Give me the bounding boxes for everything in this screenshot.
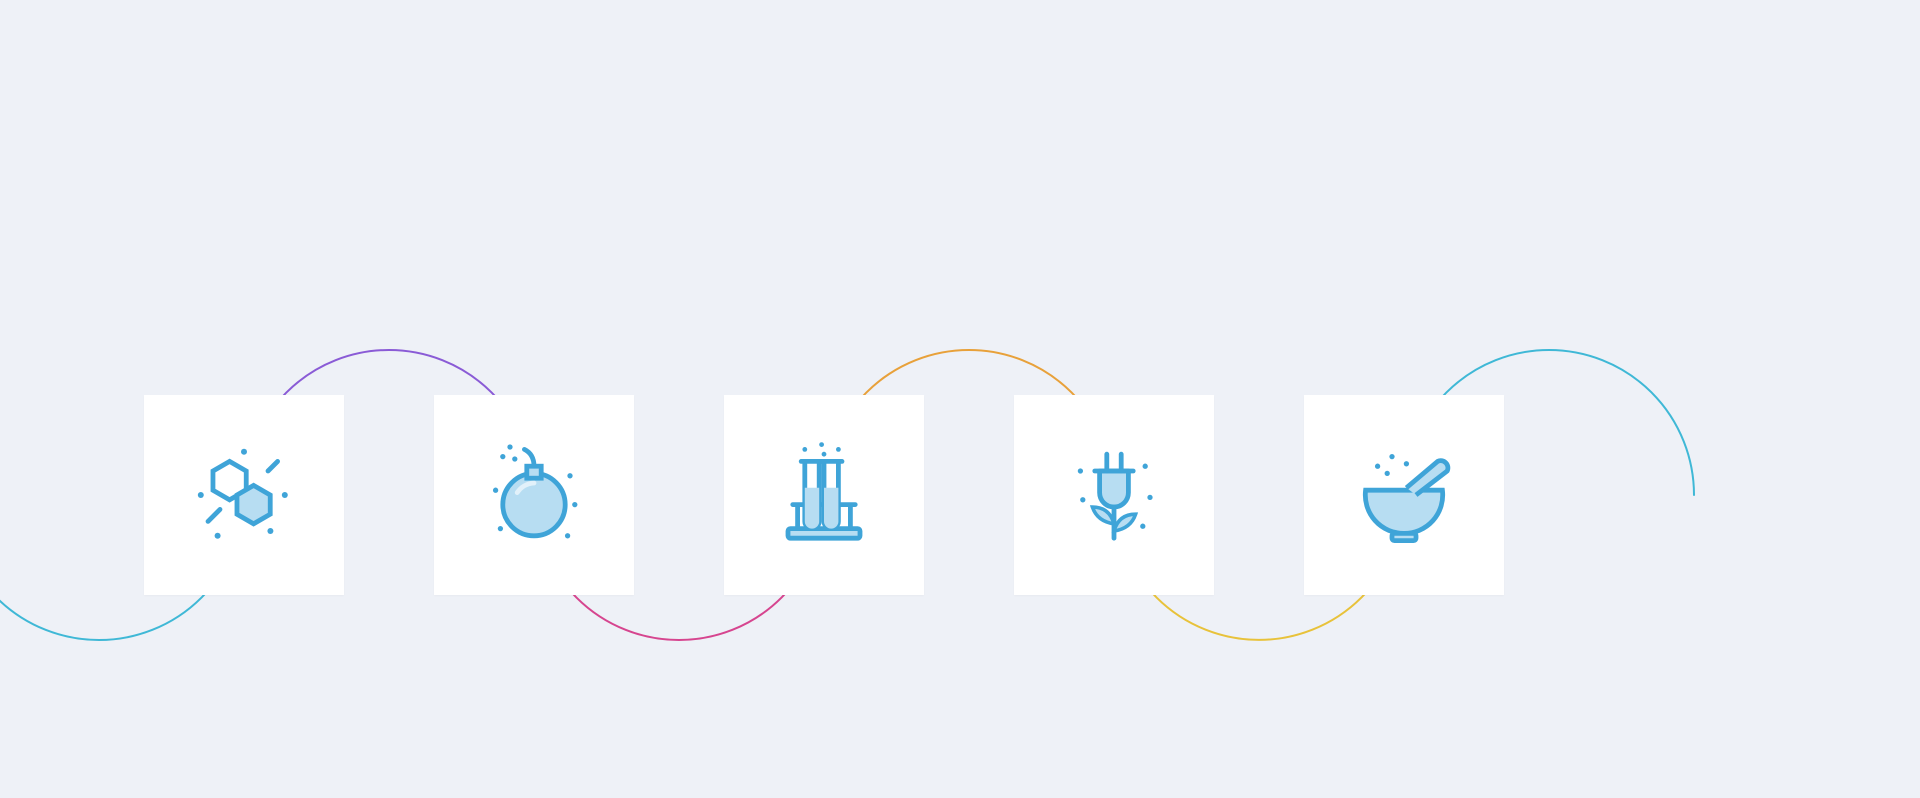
icon-card-molecule	[144, 395, 344, 595]
molecule-icon	[184, 435, 304, 555]
mortar-pestle-icon	[1344, 435, 1464, 555]
bomb-icon	[474, 435, 594, 555]
underline-seg-2	[868, 90, 924, 94]
header: ICONOGRAPHY Science & Laboratory	[0, 48, 1920, 172]
underline-seg-5	[1060, 90, 1116, 94]
page-title: Science & Laboratory	[0, 122, 1920, 172]
icon-card-bomb	[434, 395, 634, 595]
eco-plug-icon	[1054, 435, 1174, 555]
test-tubes-icon	[764, 435, 884, 555]
underline-seg-4	[996, 90, 1052, 94]
icon-card-eco-plug	[1014, 395, 1214, 595]
underline-seg-1	[804, 90, 860, 94]
icon-card-test-tubes	[724, 395, 924, 595]
brand-label: ICONOGRAPHY	[0, 48, 1920, 76]
icon-card-mortar	[1304, 395, 1504, 595]
brand-underline	[0, 90, 1920, 94]
underline-seg-3	[932, 90, 988, 94]
